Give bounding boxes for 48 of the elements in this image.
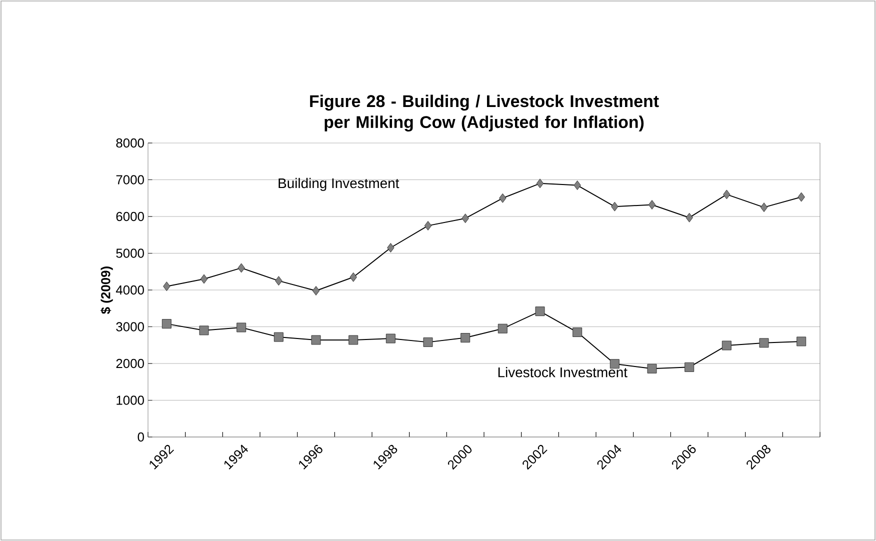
point — [312, 286, 320, 296]
point — [423, 337, 433, 347]
point — [460, 333, 470, 343]
point — [722, 340, 732, 350]
point — [611, 202, 618, 212]
point — [387, 242, 394, 252]
point — [274, 332, 284, 342]
point — [498, 324, 508, 334]
point — [759, 338, 769, 348]
text: Building Investment — [278, 178, 400, 191]
y-tick-label: 8000 — [116, 138, 144, 148]
chart-title: Figure 28 - Building / Livestock Investment per Milking Cow (Adjusted for Inflation) — [310, 94, 659, 132]
point — [238, 263, 245, 273]
point — [236, 322, 246, 332]
point — [572, 328, 582, 338]
point — [647, 364, 657, 374]
y-tick-label: 7000 — [116, 175, 144, 184]
point — [199, 326, 209, 336]
point — [760, 202, 768, 212]
y-tick-label: 6000 — [116, 212, 144, 222]
point — [200, 274, 208, 284]
point — [536, 178, 544, 188]
point — [684, 362, 694, 372]
point — [163, 282, 170, 292]
y-tick-label: 1000 — [116, 396, 144, 405]
series-label: Livestock Investment — [498, 367, 628, 378]
point — [424, 220, 432, 230]
point — [686, 212, 693, 222]
point — [350, 272, 357, 282]
point — [348, 335, 358, 345]
point — [648, 200, 656, 210]
point — [798, 192, 805, 202]
y-tick-label: 5000 — [116, 248, 144, 258]
point — [275, 276, 282, 286]
point — [535, 306, 545, 316]
y-tick-label: 4000 — [116, 285, 144, 295]
point — [462, 214, 469, 224]
point — [386, 334, 396, 344]
y-tick-label: 3000 — [116, 322, 144, 332]
point — [499, 193, 506, 203]
point — [311, 335, 321, 345]
point — [574, 180, 581, 190]
y-tick-label: 0 — [138, 432, 144, 442]
point — [723, 190, 730, 200]
y-tick-label: 2000 — [116, 358, 144, 368]
y-axis-title: $ (2009) — [100, 266, 113, 314]
point — [796, 336, 806, 346]
point — [162, 319, 172, 329]
